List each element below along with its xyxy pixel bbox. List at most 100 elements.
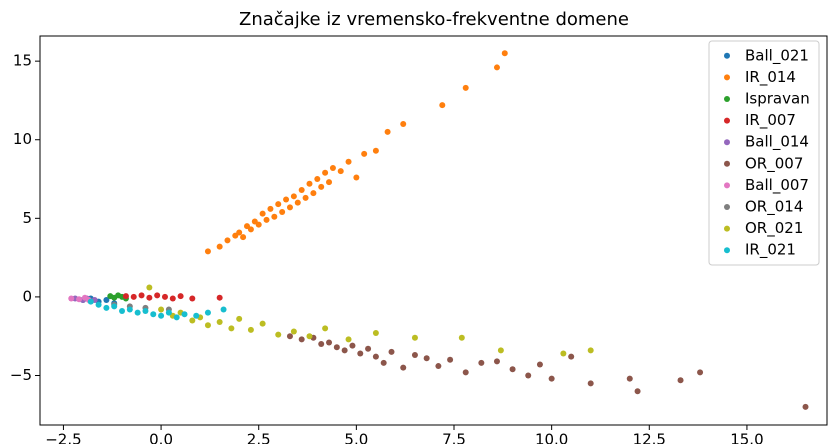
point — [103, 304, 110, 311]
point — [154, 292, 161, 299]
point — [447, 356, 454, 363]
point — [322, 325, 329, 332]
point — [150, 311, 157, 318]
point — [68, 295, 75, 302]
chart-title: Značajke iz vremensko-frekventne domene — [239, 9, 629, 30]
point — [509, 366, 516, 373]
point — [388, 348, 395, 355]
point — [119, 308, 126, 315]
point — [286, 333, 293, 340]
point — [361, 150, 368, 157]
point — [169, 295, 176, 302]
point — [345, 336, 352, 343]
point — [138, 292, 145, 299]
point — [204, 322, 211, 329]
point — [298, 336, 305, 343]
point — [247, 326, 254, 333]
point — [161, 293, 168, 300]
point — [677, 377, 684, 384]
point — [462, 84, 469, 91]
point — [279, 209, 286, 216]
point — [189, 295, 196, 302]
x-tick-label: 10.0 — [535, 431, 568, 444]
legend-label: Ispravan — [745, 90, 810, 108]
point — [158, 306, 165, 313]
point — [329, 165, 336, 172]
x-tick-label: 15.0 — [730, 431, 763, 444]
point — [173, 314, 180, 321]
y-tick-label: 5 — [22, 209, 32, 227]
point — [146, 294, 153, 301]
point — [380, 359, 387, 366]
point — [372, 147, 379, 154]
y-tick-label: 0 — [22, 287, 32, 305]
point — [177, 293, 184, 300]
point — [95, 301, 102, 308]
point — [384, 128, 391, 135]
point — [337, 168, 344, 175]
x-tick-label: 0.0 — [149, 431, 173, 444]
point — [228, 325, 235, 332]
y-tick-label: 10 — [13, 130, 32, 148]
point — [306, 180, 313, 187]
point — [204, 309, 211, 316]
point — [587, 380, 594, 387]
legend-marker — [724, 52, 730, 59]
point — [216, 294, 223, 301]
point — [236, 229, 243, 236]
legend-label: Ball_021 — [745, 46, 809, 65]
point — [493, 358, 500, 365]
point — [283, 196, 290, 203]
legend-label: IR_014 — [745, 68, 796, 87]
point — [345, 158, 352, 165]
point — [478, 359, 485, 366]
point — [560, 350, 567, 357]
point — [216, 243, 223, 250]
point — [255, 221, 262, 228]
legend-label: OR_021 — [745, 219, 803, 238]
point — [501, 50, 508, 57]
point — [497, 347, 504, 354]
point — [462, 369, 469, 376]
point — [626, 375, 633, 382]
point — [306, 333, 313, 340]
x-tick-label: 7.5 — [442, 431, 466, 444]
point — [349, 342, 356, 349]
point — [259, 210, 266, 217]
point — [111, 303, 118, 310]
point — [142, 308, 149, 315]
legend-marker — [724, 96, 730, 102]
point — [290, 193, 297, 200]
point — [236, 315, 243, 322]
legend-label: Ball_014 — [745, 133, 809, 152]
point — [302, 194, 309, 201]
legend-label: OR_007 — [745, 154, 803, 173]
legend-marker — [724, 117, 730, 124]
y-tick-label: 15 — [13, 52, 32, 70]
point — [247, 226, 254, 233]
x-tick-label: 5.0 — [344, 431, 368, 444]
point — [525, 372, 532, 379]
point — [802, 403, 809, 410]
point — [697, 369, 704, 376]
point — [314, 176, 321, 183]
legend-marker — [724, 139, 730, 146]
point — [126, 306, 133, 313]
point — [318, 341, 325, 348]
point — [423, 355, 430, 362]
point — [435, 363, 442, 370]
point — [587, 347, 594, 354]
point — [411, 352, 418, 359]
point — [318, 183, 325, 190]
point — [536, 361, 543, 368]
point — [353, 174, 360, 181]
point — [122, 293, 129, 300]
legend-marker — [724, 160, 730, 167]
point — [103, 297, 110, 304]
legend-marker — [724, 225, 730, 232]
point — [458, 334, 465, 341]
point — [357, 350, 364, 357]
point — [130, 293, 137, 300]
point — [290, 328, 297, 335]
